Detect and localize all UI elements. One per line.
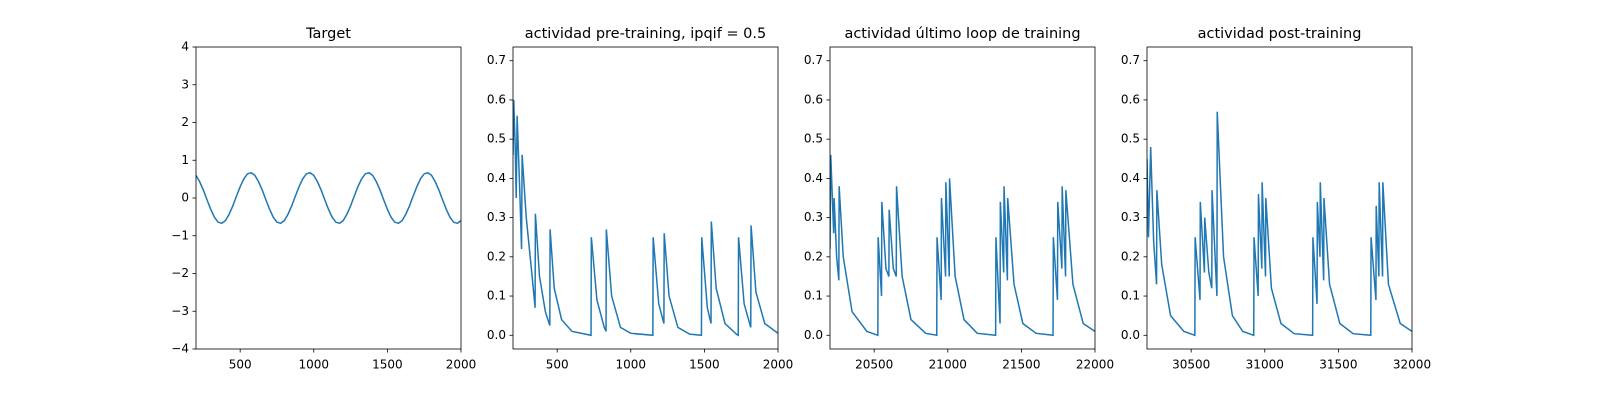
x-tick-label: 1000: [616, 358, 647, 372]
subplot: actividad pre-training, ipqif = 0.5 0.0 0.…: [487, 26, 793, 372]
data-line: [196, 171, 461, 225]
y-tick-label: 4: [181, 40, 189, 54]
axes-frame: [195, 46, 462, 350]
y-tick-label: 1: [181, 153, 189, 167]
y-tick-label: 0.4: [804, 171, 823, 185]
x-tick-label: 1500: [372, 358, 403, 372]
subplot: actividad post-training 0.0 0.1 0.2 0.3 0.4 0.…: [1121, 26, 1431, 372]
y-tick-label: 0.7: [487, 53, 506, 67]
y-tick-label: 0.5: [804, 132, 823, 146]
y-tick-label: 0: [181, 191, 189, 205]
data-line: [830, 154, 1095, 337]
y-tick-label: 0.3: [1121, 210, 1140, 224]
y-tick-label: 0.6: [804, 92, 823, 106]
axes-frame: [1146, 46, 1413, 350]
y-tick-label: 0.5: [487, 132, 506, 146]
y-tick-label: 0.1: [804, 289, 823, 303]
y-tick-label: 0.6: [487, 92, 506, 106]
subplot-title: actividad post-training: [1198, 26, 1362, 42]
y-tick-label: 0.7: [804, 53, 823, 67]
subplot-title: actividad último loop de training: [844, 26, 1080, 42]
x-tick-label: 500: [229, 358, 252, 372]
x-tick-label: 20500: [855, 358, 893, 372]
axes-frame: [829, 46, 1096, 350]
y-tick-label: 0.3: [804, 210, 823, 224]
y-tick-label: 0.7: [1121, 53, 1140, 67]
axes-frame: [512, 46, 779, 350]
x-tick-label: 32000: [1393, 358, 1431, 372]
x-tick-label: 500: [546, 358, 569, 372]
x-tick-label: 31000: [1246, 358, 1284, 372]
y-tick-label: −3: [171, 304, 189, 318]
data-line: [1147, 111, 1412, 337]
subplot: actividad último loop de training 0.0 0.1 0…: [804, 26, 1114, 372]
y-tick-label: −1: [171, 228, 189, 242]
y-tick-label: 0.0: [487, 328, 506, 342]
y-tick-label: 2: [181, 115, 189, 129]
y-tick-label: 0.4: [487, 171, 506, 185]
y-tick-label: 0.0: [804, 328, 823, 342]
y-tick-label: −4: [171, 342, 189, 356]
subplot-title: Target: [305, 26, 351, 42]
x-tick-label: 21500: [1002, 358, 1040, 372]
y-tick-label: 0.2: [804, 249, 823, 263]
data-line: [513, 99, 778, 337]
x-tick-label: 2000: [763, 358, 794, 372]
y-tick-label: 0.4: [1121, 171, 1140, 185]
y-tick-label: 0.3: [487, 210, 506, 224]
y-tick-label: 0.1: [487, 289, 506, 303]
x-tick-label: 30500: [1172, 358, 1210, 372]
x-tick-label: 2000: [446, 358, 477, 372]
y-tick-label: −2: [171, 266, 189, 280]
subplot: Target −4 −3 −2 −1 0 1 2 3 4 500 1000 1500 2000: [171, 26, 476, 372]
y-tick-label: 0.1: [1121, 289, 1140, 303]
y-tick-label: 0.0: [1121, 328, 1140, 342]
y-tick-label: 0.6: [1121, 92, 1140, 106]
x-tick-label: 21000: [929, 358, 967, 372]
y-tick-label: 0.5: [1121, 132, 1140, 146]
x-tick-label: 1000: [299, 358, 330, 372]
x-tick-label: 31500: [1319, 358, 1357, 372]
x-tick-label: 22000: [1076, 358, 1114, 372]
y-tick-label: 0.2: [1121, 249, 1140, 263]
y-tick-label: 0.2: [487, 249, 506, 263]
y-tick-label: 3: [181, 77, 189, 91]
subplot-title: actividad pre-training, ipqif = 0.5: [525, 26, 766, 42]
x-tick-label: 1500: [689, 358, 720, 372]
